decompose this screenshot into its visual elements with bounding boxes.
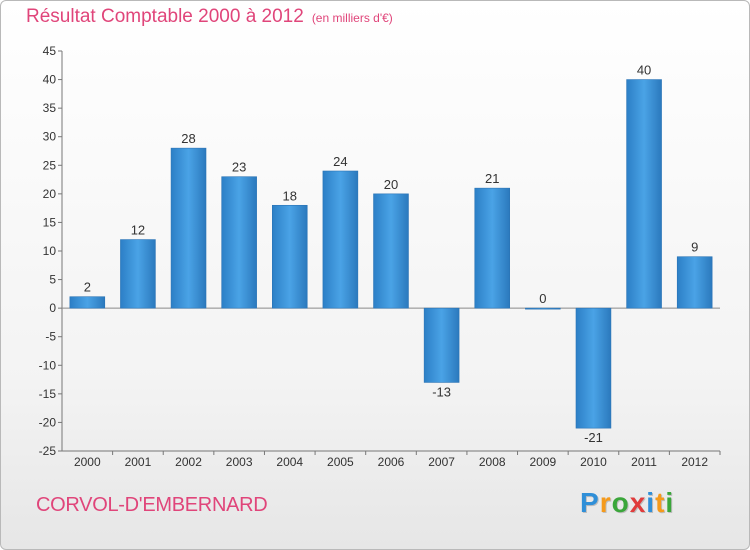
value-label: 18 [283,188,297,203]
bar-2009 [525,307,561,310]
x-tick-label: 2010 [580,455,607,469]
value-label: 23 [232,160,246,175]
y-tick-label: 25 [43,158,57,172]
bar-2012 [676,256,713,309]
value-label: 12 [131,223,145,238]
x-tick-label: 2000 [74,455,101,469]
y-tick-label: 30 [43,130,57,144]
y-tick-label: -5 [45,330,56,344]
value-label: 21 [485,171,499,186]
y-tick-label: 15 [43,215,57,229]
title-text: Résultat Comptable 2000 à 2012 [26,6,304,27]
chart-title: Résultat Comptable 2000 à 2012 (en millie… [26,6,393,28]
bar-2006 [373,193,409,309]
x-tick-label: 2009 [529,455,556,469]
logo-letter: t [655,487,666,518]
value-label: 40 [637,63,651,78]
chart-bars [69,79,713,429]
bar-2001 [120,239,156,309]
y-tick-label: -20 [39,415,57,429]
value-label: 2 [84,280,91,295]
logo-letter: r [599,487,612,518]
logo-letter: o [611,487,630,518]
bar-2000 [69,296,106,309]
x-tick-label: 2005 [327,455,354,469]
x-tick-label: 2006 [378,455,405,469]
x-tick-label: 2007 [428,455,455,469]
x-tick-label: 2004 [276,455,303,469]
bar-2005 [322,170,359,309]
y-tick-label: 40 [43,73,57,87]
y-tick-label: 45 [43,44,57,58]
title-unit: (en milliers d'€) [311,11,393,25]
x-tick-label: 2012 [681,455,708,469]
bar-2004 [272,204,308,309]
x-tick-label: 2011 [631,455,657,469]
logo-letter: i [646,487,656,518]
y-tick-label: 20 [43,187,57,201]
bar-2003 [221,176,257,309]
y-tick-label: 0 [49,301,56,315]
y-tick-label: 35 [43,101,57,115]
y-tick-label: -15 [39,387,57,401]
logo-letter: x [629,487,647,518]
y-tick-label: 10 [43,244,57,258]
x-tick-label: 2002 [175,455,202,469]
x-tick-label: 2001 [125,455,152,469]
bar-2011 [626,79,662,309]
value-label: 24 [333,154,347,169]
bar-2007 [423,307,460,383]
bar-2002 [170,147,207,309]
bar-2010 [575,307,612,429]
proxiti-logo: Proxiti [580,487,674,519]
value-label: 0 [539,291,546,306]
logo-letter: P [580,487,600,518]
chart-value-labels: 2 12 28 23 18 24 20 -13 21 0 -21 40 9 [84,63,699,446]
logo-letter: i [665,487,675,518]
value-label: 9 [691,240,698,255]
x-tick-label: 2003 [226,455,253,469]
commune-name: CORVOL-D'EMBERNARD [36,494,268,516]
x-tick-label: 2008 [479,455,506,469]
bar-2008 [474,187,510,309]
value-label: 20 [384,177,398,192]
value-label: -21 [584,430,603,445]
y-tick-label: -10 [39,358,57,372]
y-tick-label: 5 [49,273,56,287]
value-label: -13 [432,384,451,399]
y-tick-label: -25 [39,444,57,458]
value-label: 28 [181,131,195,146]
